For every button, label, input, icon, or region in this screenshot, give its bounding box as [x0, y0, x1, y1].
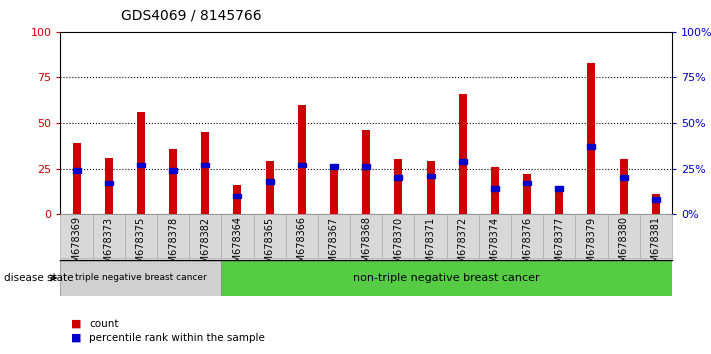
- Text: ■: ■: [71, 333, 82, 343]
- Bar: [137, 163, 145, 167]
- Bar: [73, 143, 80, 214]
- Bar: [105, 181, 113, 185]
- Bar: [318, 214, 350, 258]
- Bar: [233, 194, 242, 198]
- Bar: [543, 214, 575, 258]
- Bar: [266, 179, 274, 184]
- Bar: [652, 194, 660, 214]
- Bar: [169, 168, 177, 173]
- Bar: [491, 167, 499, 214]
- Bar: [479, 214, 511, 258]
- Text: GSM678381: GSM678381: [651, 216, 661, 275]
- Bar: [640, 214, 672, 258]
- Bar: [169, 149, 177, 214]
- Bar: [298, 163, 306, 167]
- Text: percentile rank within the sample: percentile rank within the sample: [89, 333, 264, 343]
- Text: GSM678369: GSM678369: [72, 216, 82, 275]
- Text: GSM678379: GSM678379: [587, 216, 597, 275]
- Bar: [652, 197, 660, 202]
- Bar: [254, 214, 286, 258]
- Bar: [92, 214, 125, 258]
- Bar: [555, 189, 563, 214]
- Bar: [298, 105, 306, 214]
- Bar: [619, 176, 628, 180]
- Bar: [286, 214, 318, 258]
- Bar: [189, 214, 221, 258]
- Bar: [619, 159, 628, 214]
- Bar: [350, 214, 383, 258]
- Text: GSM678378: GSM678378: [168, 216, 178, 275]
- Text: GSM678366: GSM678366: [296, 216, 307, 275]
- Bar: [60, 214, 92, 258]
- Bar: [447, 214, 479, 258]
- Bar: [157, 214, 189, 258]
- Bar: [459, 159, 466, 164]
- Text: GSM678372: GSM678372: [458, 216, 468, 276]
- Bar: [587, 144, 596, 149]
- Bar: [523, 174, 531, 214]
- Text: GSM678380: GSM678380: [619, 216, 629, 275]
- Bar: [201, 132, 209, 214]
- Bar: [523, 181, 531, 185]
- Bar: [221, 260, 672, 296]
- Bar: [233, 185, 242, 214]
- Bar: [266, 161, 274, 214]
- Bar: [415, 214, 447, 258]
- Bar: [362, 130, 370, 214]
- Bar: [395, 159, 402, 214]
- Bar: [427, 173, 434, 178]
- Bar: [427, 161, 434, 214]
- Bar: [511, 214, 543, 258]
- Bar: [575, 214, 607, 258]
- Text: ■: ■: [71, 319, 82, 329]
- Bar: [362, 165, 370, 169]
- Text: triple negative breast cancer: triple negative breast cancer: [75, 273, 207, 282]
- Bar: [201, 163, 209, 167]
- Text: GSM678374: GSM678374: [490, 216, 500, 275]
- Text: GSM678368: GSM678368: [361, 216, 371, 275]
- Text: GSM678364: GSM678364: [232, 216, 242, 275]
- Text: GSM678367: GSM678367: [329, 216, 339, 275]
- Bar: [125, 214, 157, 258]
- Text: disease state: disease state: [4, 273, 73, 283]
- Bar: [73, 168, 80, 173]
- Bar: [555, 186, 563, 191]
- Text: GSM678365: GSM678365: [264, 216, 274, 275]
- Text: GSM678376: GSM678376: [522, 216, 532, 275]
- Bar: [491, 186, 499, 191]
- Bar: [60, 260, 221, 296]
- Text: GDS4069 / 8145766: GDS4069 / 8145766: [121, 9, 262, 23]
- Bar: [105, 158, 113, 214]
- Bar: [221, 214, 254, 258]
- Text: non-triple negative breast cancer: non-triple negative breast cancer: [353, 273, 540, 283]
- Bar: [330, 165, 338, 169]
- Text: GSM678371: GSM678371: [425, 216, 436, 275]
- Bar: [395, 176, 402, 180]
- Text: GSM678377: GSM678377: [555, 216, 565, 276]
- Text: GSM678373: GSM678373: [104, 216, 114, 275]
- Bar: [607, 214, 640, 258]
- Bar: [330, 165, 338, 214]
- Text: GSM678370: GSM678370: [393, 216, 403, 275]
- Bar: [137, 112, 145, 214]
- Bar: [383, 214, 415, 258]
- Text: count: count: [89, 319, 118, 329]
- Text: GSM678375: GSM678375: [136, 216, 146, 276]
- Text: GSM678382: GSM678382: [201, 216, 210, 275]
- Bar: [587, 63, 596, 214]
- Bar: [459, 94, 466, 214]
